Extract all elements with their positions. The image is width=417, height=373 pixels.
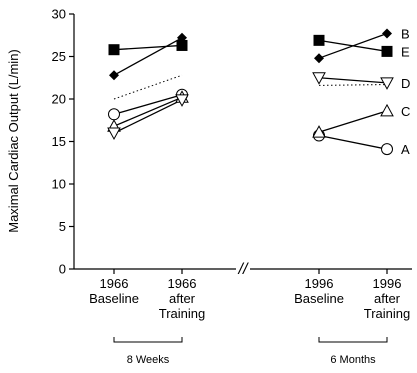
x-category-label: after [169,291,196,306]
series-label-e: E [401,44,410,59]
x-category-label: Baseline [294,291,344,306]
series-labels: A B CD E [401,27,410,158]
data-point [314,53,324,64]
data-point [175,94,189,107]
period-label: 8 Weeks [127,354,170,366]
data-point [108,44,120,56]
x-category-label: 1996 [305,276,334,291]
series-segment [113,94,183,115]
series-b-points [109,28,392,81]
period-brackets: 8 Weeks 6 Months [113,337,388,366]
data-point [312,72,326,85]
period-bracket [113,337,183,343]
series-label-d: D [401,76,410,91]
series-c-points [107,90,394,138]
x-category-label: Training [364,306,410,321]
series-label-c: C [401,104,410,119]
series-c-lines [113,96,388,133]
axis-break-mark: // [238,261,249,278]
series-segment [113,99,183,134]
series-segment [318,84,388,86]
series-e-points [108,34,393,57]
x-category-label: Training [159,306,205,321]
series-d-points [107,72,394,141]
series-d-lines [113,77,388,134]
x-category-label: Baseline [89,291,139,306]
series-segment [318,39,388,53]
y-tick-label: 30 [52,7,66,22]
series-mean-lines [113,74,388,100]
series-segment [318,110,388,133]
data-point [176,39,188,51]
x-category-label: 1966 [168,276,197,291]
period-bracket [318,337,388,343]
x-category-label: 1966 [100,276,129,291]
period-label: 6 Months [330,354,376,366]
data-point [107,127,121,141]
x-category-label: 1996 [373,276,402,291]
data-point [381,143,393,156]
x-category-label: after [374,291,401,306]
x-category-labels: 1966Baseline1966afterTraining1996Baselin… [89,269,410,321]
series-e-lines [113,39,388,53]
y-axis-title: Maximal Cardiac Output (L/min) [6,49,21,233]
series-label-b: B [401,27,410,42]
series-a-lines [113,94,388,150]
data-point [381,45,393,57]
y-tick-label: 10 [52,177,66,192]
y-tick-label: 5 [59,219,66,234]
series-segment [113,44,183,51]
y-ticks: 0 5 10 15 20 25 30 [52,7,74,277]
data-point [382,28,392,39]
data-point [109,70,119,81]
y-tick-label: 20 [52,92,66,107]
y-tick-label: 15 [52,134,66,149]
series-label-a: A [401,142,410,157]
series-group: A B CD E [107,27,410,158]
y-tick-label: 25 [52,49,66,64]
data-point [312,125,326,138]
data-point [108,108,120,121]
series-b-lines [113,32,388,76]
series-segment [113,74,183,100]
series-segment [318,77,388,84]
series-segment [113,96,183,127]
data-point [380,77,394,90]
series-segment [113,37,183,76]
data-point [380,103,394,117]
data-point [313,34,325,46]
series-segment [318,134,388,150]
y-tick-label: 0 [59,262,66,277]
